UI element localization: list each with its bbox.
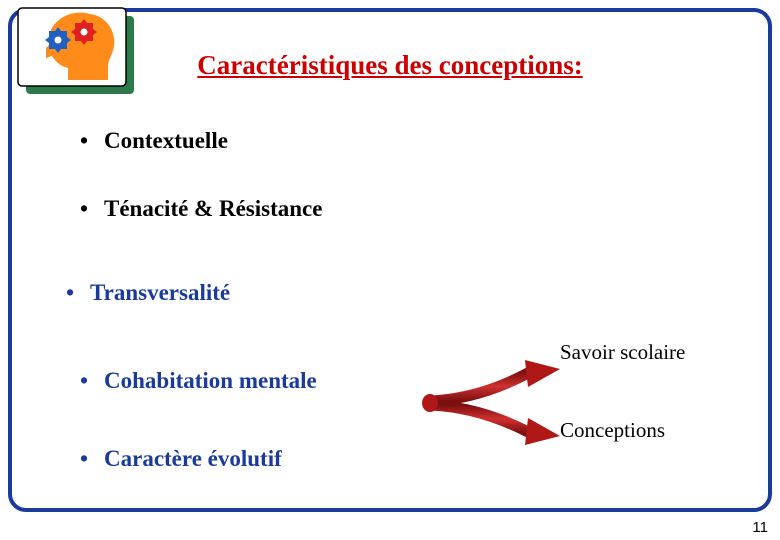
bullet-item: Ténacité & Résistance: [80, 196, 322, 222]
slide-title: Caractéristiques des conceptions:: [0, 50, 780, 81]
annotation-top: Savoir scolaire: [560, 340, 685, 365]
bullet-item: Cohabitation mentale: [80, 368, 317, 394]
annotation-bottom: Conceptions: [560, 418, 665, 443]
bullet-item: Contextuelle: [80, 128, 228, 154]
bullet-item: Caractère évolutif: [80, 446, 282, 472]
split-arrow-icon: [420, 355, 580, 450]
bullet-item: Transversalité: [66, 280, 230, 306]
page-number: 11: [752, 519, 768, 536]
